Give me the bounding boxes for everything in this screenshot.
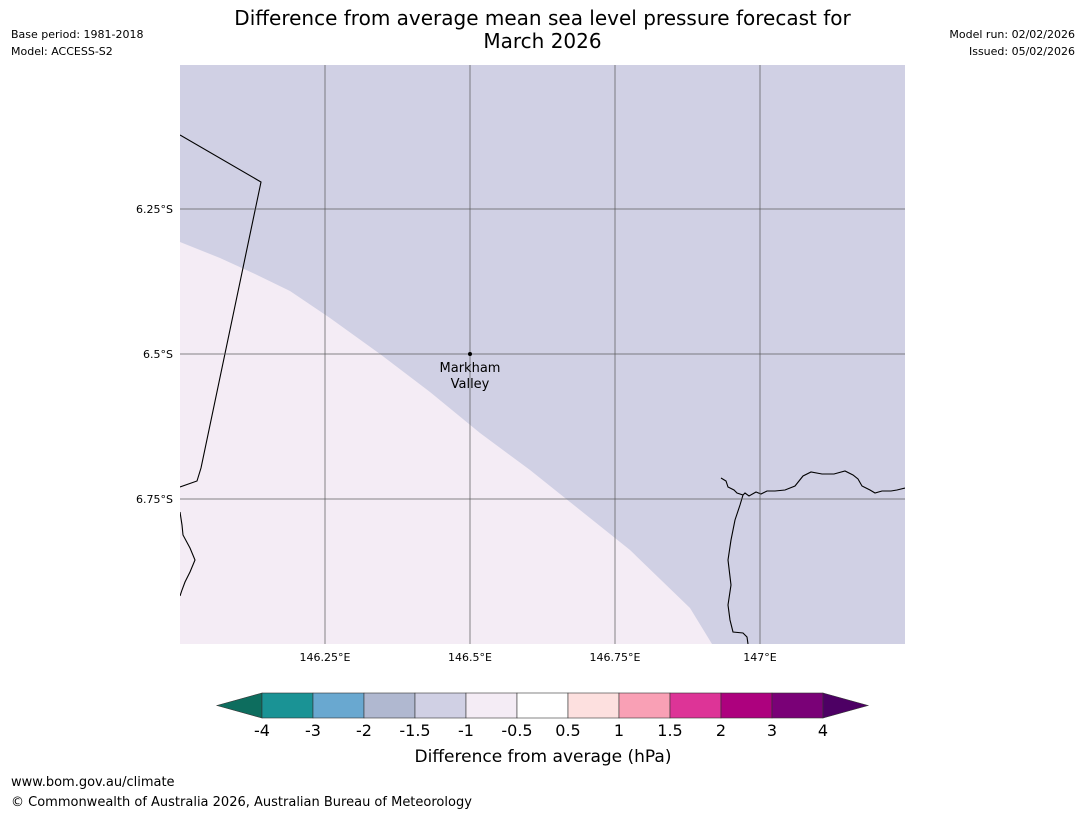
colorbar-tick-label: -1.5 bbox=[399, 721, 430, 740]
coastlines bbox=[180, 134, 905, 644]
location-label-line-1: Markham bbox=[440, 361, 501, 376]
lat-label: 6.75°S bbox=[136, 493, 173, 506]
base-period-label: Base period: 1981-2018 bbox=[11, 28, 144, 41]
colorbar-tick-label: 2 bbox=[716, 721, 726, 740]
colorbar-bin bbox=[414, 692, 467, 719]
colorbar-tick-label: 0.5 bbox=[555, 721, 580, 740]
footer-copyright: © Commonwealth of Australia 2026, Austra… bbox=[11, 795, 472, 810]
colorbar-extend-max bbox=[822, 692, 870, 719]
colorbar-bin bbox=[771, 692, 824, 719]
coastline-west-lower bbox=[180, 511, 196, 597]
map-plot-area: Markham Valley bbox=[180, 65, 905, 644]
colorbar-tick-label: 1.5 bbox=[657, 721, 682, 740]
coastline-river bbox=[727, 494, 749, 644]
colorbar-tick-label: 4 bbox=[818, 721, 828, 740]
location-marker bbox=[468, 352, 472, 356]
colorbar-bin bbox=[465, 692, 518, 719]
lat-label: 6.5°S bbox=[143, 348, 173, 361]
colorbar-tick-label: -2 bbox=[356, 721, 372, 740]
colorbar-legend: -4 -3 -2 -1.5 -1 -0.5 0.5 1 1.5 2 3 4 Difference fr… bbox=[215, 692, 870, 767]
lon-label: 146.75°E bbox=[590, 651, 641, 664]
lat-label: 6.25°S bbox=[136, 203, 173, 216]
lon-label: 147°E bbox=[743, 651, 776, 664]
colorbar-bin bbox=[720, 692, 773, 719]
gridlines bbox=[180, 65, 905, 644]
page-title: Difference from average mean sea level p… bbox=[180, 7, 905, 53]
issued-label: Issued: 05/02/2026 bbox=[968, 45, 1075, 58]
colorbar-bin bbox=[669, 692, 722, 719]
header-meta-left: Base period: 1981-2018 Model: ACCESS-S2 bbox=[11, 26, 143, 60]
colorbar-tick-labels: -4 -3 -2 -1.5 -1 -0.5 0.5 1 1.5 2 3 4 bbox=[254, 721, 828, 740]
model-run-label: Model run: 02/02/2026 bbox=[949, 28, 1075, 41]
footer-url: www.bom.gov.au/climate bbox=[11, 775, 175, 790]
colorbar-bin bbox=[516, 692, 569, 719]
coastline-east bbox=[720, 470, 905, 497]
colorbar-bin bbox=[618, 692, 671, 719]
pressure-region-minus-1-to-minus-0.5 bbox=[180, 242, 712, 644]
colorbar-bin bbox=[261, 692, 314, 719]
colorbar-tick-label: -4 bbox=[254, 721, 270, 740]
colorbar-tick-label: 1 bbox=[614, 721, 624, 740]
latitude-axis-labels: 6.25°S 6.5°S 6.75°S bbox=[136, 203, 173, 506]
colorbar-bin bbox=[567, 692, 620, 719]
colorbar-bins bbox=[261, 692, 824, 719]
title-line-1: Difference from average mean sea level p… bbox=[234, 6, 851, 30]
longitude-axis-labels: 146.25°E 146.5°E 146.75°E 147°E bbox=[300, 651, 777, 664]
colorbar-bin bbox=[363, 692, 416, 719]
colorbar-tick-label: -3 bbox=[305, 721, 321, 740]
header-meta-right: Model run: 02/02/2026 Issued: 05/02/2026 bbox=[949, 26, 1075, 60]
colorbar-tick-label: -1 bbox=[458, 721, 474, 740]
lon-label: 146.25°E bbox=[300, 651, 351, 664]
colorbar-tick-label: 3 bbox=[767, 721, 777, 740]
title-line-2: March 2026 bbox=[483, 29, 602, 53]
lon-label: 146.5°E bbox=[448, 651, 492, 664]
colorbar-tick-label: -0.5 bbox=[501, 721, 532, 740]
colorbar-extend-min bbox=[215, 692, 263, 719]
location-label-line-2: Valley bbox=[451, 377, 490, 392]
coastline-west bbox=[180, 134, 262, 488]
colorbar-title: Difference from average (hPa) bbox=[415, 747, 672, 767]
colorbar-bin bbox=[312, 692, 365, 719]
model-label: Model: ACCESS-S2 bbox=[11, 45, 113, 58]
